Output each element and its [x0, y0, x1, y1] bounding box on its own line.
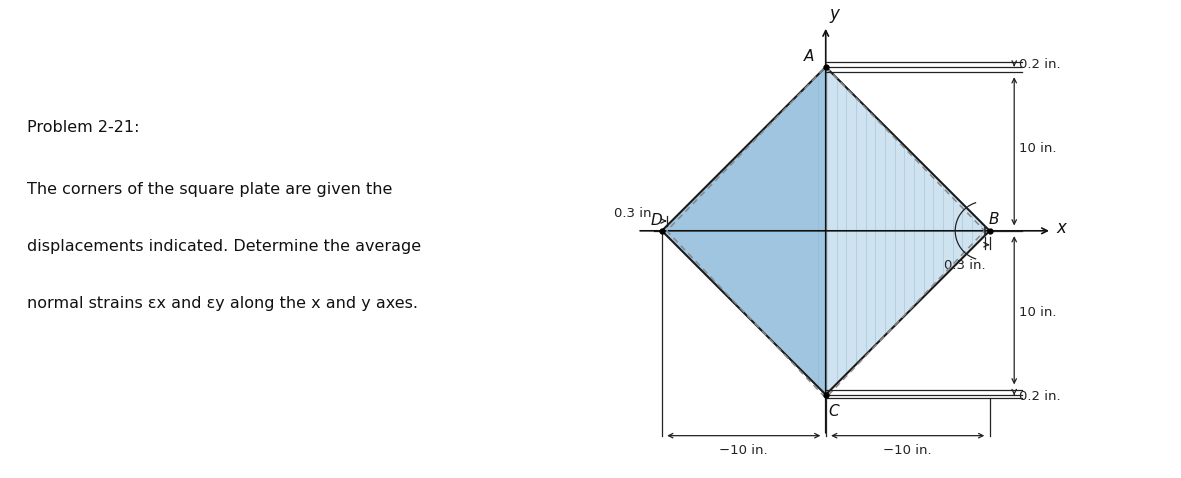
Text: x: x — [1057, 219, 1066, 238]
Text: The corners of the square plate are given the: The corners of the square plate are give… — [27, 182, 392, 196]
Text: D: D — [650, 213, 661, 228]
Text: B: B — [988, 212, 999, 227]
Polygon shape — [826, 67, 990, 395]
Text: 0.2 in.: 0.2 in. — [1019, 58, 1061, 71]
Text: A: A — [804, 49, 814, 65]
Polygon shape — [661, 67, 826, 395]
Text: 10 in.: 10 in. — [1019, 306, 1057, 319]
Text: normal strains εx and εy along the x and y axes.: normal strains εx and εy along the x and… — [27, 296, 418, 311]
Text: Problem 2-21:: Problem 2-21: — [27, 120, 139, 134]
Text: 0.3 in.: 0.3 in. — [614, 207, 655, 220]
Text: 0.3 in.: 0.3 in. — [945, 259, 986, 272]
Text: y: y — [829, 5, 839, 22]
Text: 10 in.: 10 in. — [1019, 142, 1057, 155]
Text: displacements indicated. Determine the average: displacements indicated. Determine the a… — [27, 239, 420, 254]
Text: C: C — [828, 404, 839, 419]
Text: −10 in.: −10 in. — [719, 444, 768, 457]
Text: −10 in.: −10 in. — [883, 444, 932, 457]
Text: 0.2 in.: 0.2 in. — [1019, 390, 1061, 403]
